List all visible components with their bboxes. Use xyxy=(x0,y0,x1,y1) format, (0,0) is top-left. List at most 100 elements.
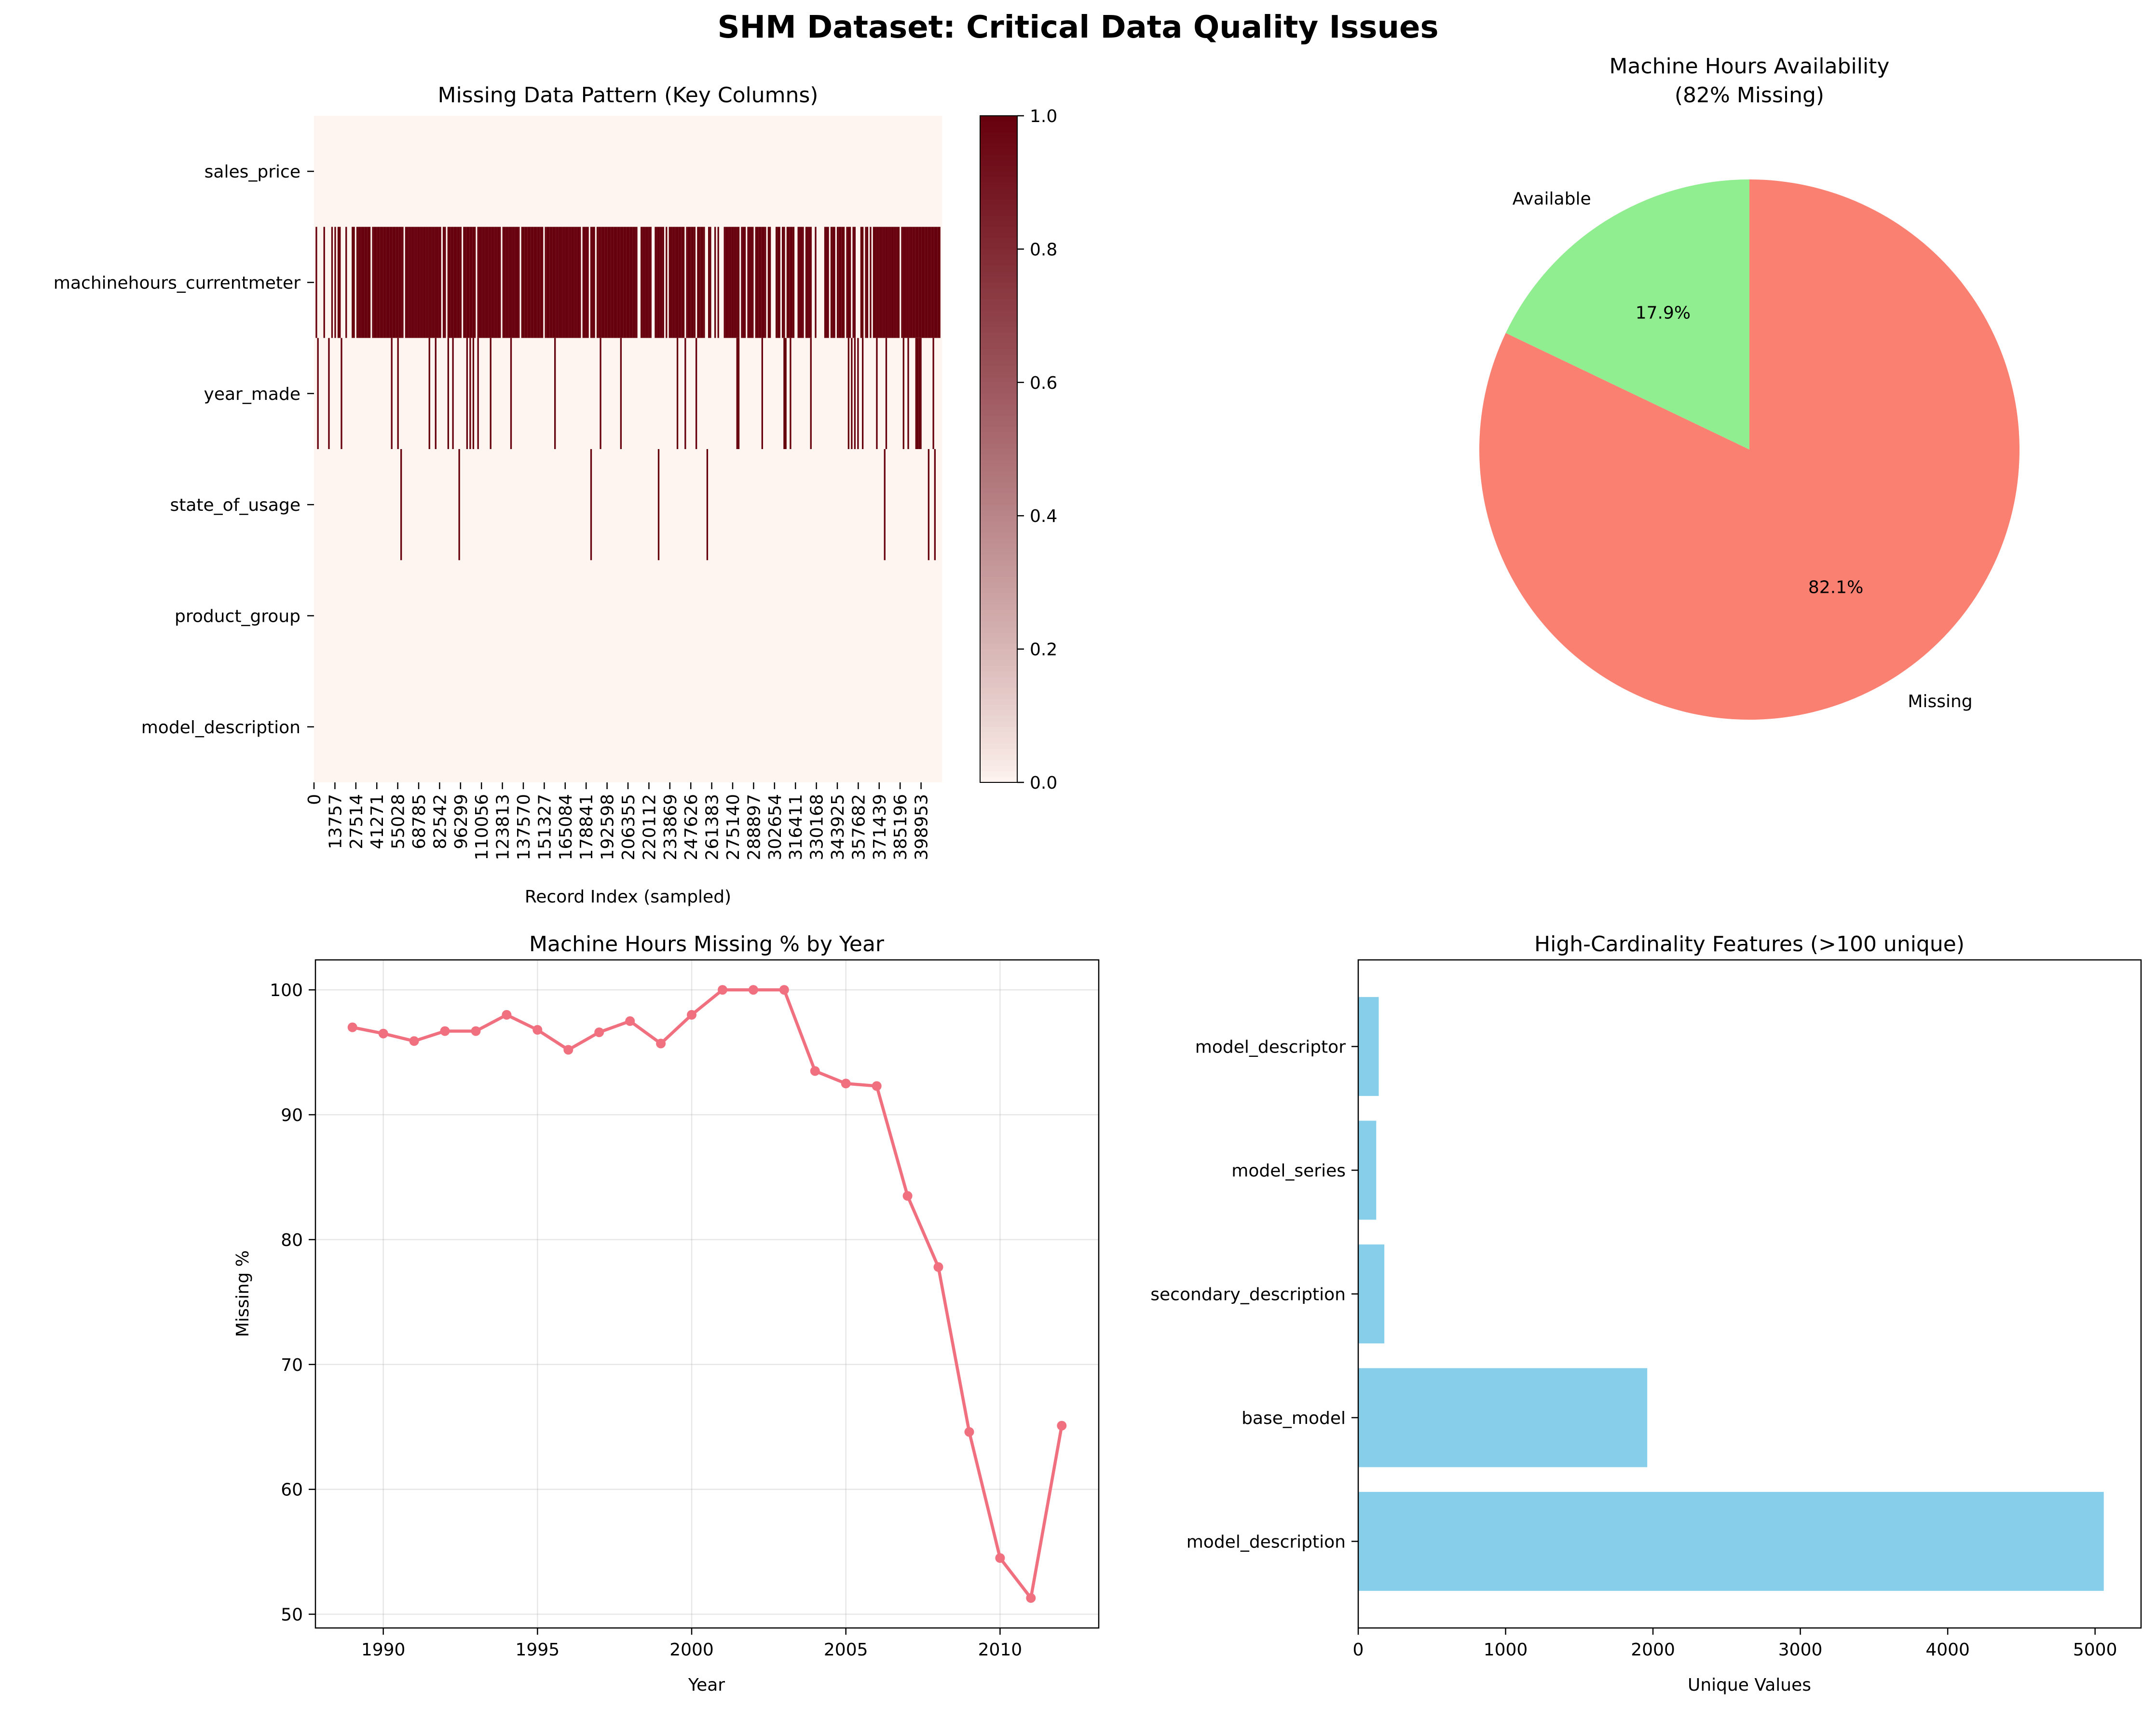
line-chart-xtick-label: 1995 xyxy=(516,1640,560,1660)
heatmap-missing-cell xyxy=(442,227,445,338)
bar-model-descriptor xyxy=(1358,997,1379,1096)
heatmap-missing-cell xyxy=(884,227,886,338)
heatmap-missing-cell xyxy=(433,227,435,338)
heatmap-missing-cell xyxy=(601,227,603,338)
heatmap-missing-cell xyxy=(499,227,501,338)
heatmap-missing-cell xyxy=(918,338,920,449)
colorbar-swatch xyxy=(980,282,1017,288)
heatmap-missing-cell xyxy=(626,227,628,338)
heatmap-missing-cell xyxy=(315,227,317,338)
heatmap-missing-cell xyxy=(381,227,383,338)
colorbar-swatch xyxy=(980,426,1017,433)
heatmap-missing-cell xyxy=(747,227,749,338)
heatmap-missing-cell xyxy=(931,227,933,338)
heatmap-missing-cell xyxy=(728,227,730,338)
colorbar-swatch xyxy=(980,382,1017,389)
heatmap-missing-cell xyxy=(460,227,462,338)
heatmap-missing-cell xyxy=(353,227,355,338)
heatmap-missing-cell xyxy=(472,338,475,449)
bar-secondary-description xyxy=(1358,1244,1385,1344)
heatmap-missing-cell xyxy=(362,227,365,338)
heatmap-missing-cell xyxy=(590,227,592,338)
colorbar-swatch xyxy=(980,415,1017,422)
heatmap-missing-cell xyxy=(659,227,661,338)
heatmap-missing-cell xyxy=(801,227,803,338)
heatmap-missing-cell xyxy=(887,227,889,338)
heatmap-missing-cell xyxy=(483,227,485,338)
heatmap-missing-cell xyxy=(576,227,578,338)
colorbar-swatch xyxy=(980,638,1017,644)
heatmap-missing-cell xyxy=(854,338,856,449)
heatmap-missing-cell xyxy=(826,227,828,338)
heatmap-title: Missing Data Pattern (Key Columns) xyxy=(438,83,819,108)
heatmap-missing-cell xyxy=(458,227,460,338)
heatmap-missing-cell xyxy=(645,227,647,338)
line-point xyxy=(933,1262,943,1272)
heatmap-ytick-label: year_made xyxy=(204,384,300,404)
heatmap-missing-cell xyxy=(901,227,903,338)
heatmap-missing-cell xyxy=(717,227,719,338)
heatmap-missing-cell xyxy=(832,227,834,338)
colorbar-swatch xyxy=(980,493,1017,500)
heatmap-missing-cell xyxy=(471,227,473,338)
heatmap-xtick-label: 192598 xyxy=(598,794,618,860)
heatmap-missing-cell xyxy=(428,338,430,449)
heatmap-missing-cell xyxy=(339,227,341,338)
colorbar-swatch xyxy=(980,460,1017,466)
heatmap-missing-cell xyxy=(487,227,489,338)
heatmap-missing-cell xyxy=(546,227,548,338)
line-chart-xtick-label: 2005 xyxy=(824,1640,868,1660)
heatmap-missing-cell xyxy=(521,227,523,338)
heatmap-missing-cell xyxy=(783,227,785,338)
colorbar-tick-label: 0.2 xyxy=(1030,640,1057,660)
heatmap-missing-cell xyxy=(623,227,625,338)
heatmap-missing-cell xyxy=(756,227,759,338)
heatmap-xtick-label: 357682 xyxy=(849,794,869,860)
heatmap-missing-cell xyxy=(830,227,832,338)
line-point xyxy=(532,1025,543,1035)
missing-by-year-line-chart: Machine Hours Missing % by Year 1990 1995… xyxy=(233,932,1100,1695)
heatmap-xtick-label: 82542 xyxy=(430,794,450,849)
heatmap-missing-cell xyxy=(453,227,456,338)
colorbar-swatch xyxy=(980,599,1017,605)
colorbar-swatch xyxy=(980,443,1017,450)
heatmap-ytick-label: sales_price xyxy=(205,162,300,182)
heatmap-missing-cell xyxy=(636,227,638,338)
colorbar-swatch xyxy=(980,604,1017,611)
heatmap-missing-cell xyxy=(932,227,934,338)
heatmap-missing-cell xyxy=(554,227,556,338)
colorbar-swatch xyxy=(980,565,1017,572)
heatmap-missing-cell xyxy=(764,227,766,338)
line-point xyxy=(872,1081,882,1091)
heatmap-missing-cell xyxy=(799,227,801,338)
heatmap-missing-cell xyxy=(421,227,423,338)
heatmap-missing-cell xyxy=(361,227,363,338)
heatmap-missing-cell xyxy=(447,227,449,338)
heatmap-missing-cell xyxy=(672,227,674,338)
heatmap-missing-cell xyxy=(620,227,622,338)
heatmap-missing-cell xyxy=(843,227,845,338)
colorbar-swatch xyxy=(980,143,1017,150)
heatmap-missing-cell xyxy=(742,227,744,338)
heatmap-missing-cell xyxy=(648,227,650,338)
heatmap-missing-cell xyxy=(730,227,732,338)
heatmap-missing-cell xyxy=(618,227,620,338)
bar-chart-ytick-label: secondary_description xyxy=(1150,1285,1346,1305)
colorbar-swatch xyxy=(980,238,1017,244)
heatmap-missing-cell xyxy=(397,338,399,449)
line-point xyxy=(1057,1421,1067,1431)
heatmap-missing-cell xyxy=(661,227,663,338)
heatmap-missing-cell xyxy=(890,227,892,338)
colorbar-swatch xyxy=(980,715,1017,722)
heatmap-missing-cell xyxy=(602,227,605,338)
colorbar-swatch xyxy=(980,349,1017,355)
heatmap-missing-cell xyxy=(682,227,685,338)
colorbar-swatch xyxy=(980,477,1017,483)
heatmap-missing-cell xyxy=(444,227,446,338)
heatmap-missing-cell xyxy=(631,227,633,338)
line-point xyxy=(471,1026,481,1036)
heatmap-missing-cell xyxy=(502,227,504,338)
heatmap-missing-cell xyxy=(383,227,385,338)
bar-chart-title: High-Cardinality Features (>100 unique) xyxy=(1534,932,1965,957)
heatmap-missing-cell xyxy=(516,227,519,338)
